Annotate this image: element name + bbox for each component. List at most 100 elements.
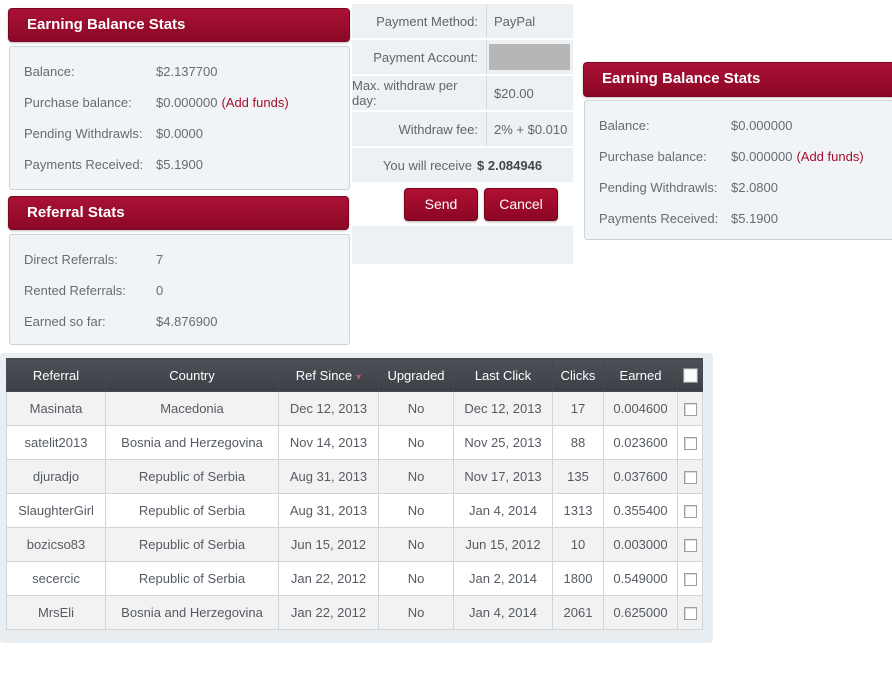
- cell-referral: SlaughterGirl: [6, 493, 106, 528]
- stat-value: $5.1900: [156, 157, 203, 172]
- cancel-button[interactable]: Cancel: [484, 187, 558, 221]
- stat-value: 0: [156, 283, 164, 298]
- column-header-earned[interactable]: Earned: [603, 358, 678, 392]
- row-checkbox[interactable]: [683, 403, 697, 417]
- form-buttons-row: Send Cancel: [352, 184, 573, 224]
- max-withdraw-label: Max. withdraw per day:: [352, 76, 487, 110]
- add-funds-link[interactable]: (Add funds): [221, 95, 289, 110]
- cell-checkbox: [677, 425, 703, 460]
- referral-stats-panel: Direct Referrals: 7 Rented Referrals: 0 …: [9, 234, 350, 345]
- earning-balance-stats-title-left: Earning Balance Stats: [8, 8, 350, 42]
- stat-value: 7: [156, 252, 164, 267]
- max-withdraw-value: $20.00: [494, 85, 534, 101]
- stat-label: Pending Withdrawls:: [599, 180, 718, 195]
- cell-country: Republic of Serbia: [105, 527, 279, 562]
- payment-method-label: Payment Method:: [352, 4, 487, 38]
- row-checkbox[interactable]: [683, 437, 697, 451]
- cell-ref-since: Jan 22, 2012: [278, 561, 379, 596]
- cell-upgraded: No: [378, 459, 454, 494]
- column-header-ref-since[interactable]: Ref Since ▾: [278, 358, 379, 392]
- stat-label: Rented Referrals:: [24, 283, 126, 298]
- cell-clicks: 17: [552, 391, 604, 426]
- row-checkbox[interactable]: [683, 471, 697, 485]
- cell-referral: Masinata: [6, 391, 106, 426]
- cell-referral: MrsEli: [6, 595, 106, 630]
- referral-table-container: Referral Country Ref Since ▾ Upgraded Las…: [0, 353, 713, 643]
- cell-last-click: Jan 4, 2014: [453, 493, 553, 528]
- stat-label: Purchase balance:: [599, 149, 707, 164]
- form-row-withdraw-fee: Withdraw fee: 2% + $0.010: [352, 112, 573, 146]
- table-row: SlaughterGirl Republic of Serbia Aug 31,…: [6, 493, 703, 528]
- cell-country: Bosnia and Herzegovina: [105, 595, 279, 630]
- stat-row: Purchase balance: $0.000000 (Add funds): [585, 141, 892, 172]
- cell-referral: satelit2013: [6, 425, 106, 460]
- cell-last-click: Dec 12, 2013: [453, 391, 553, 426]
- stat-label: Balance:: [599, 118, 650, 133]
- form-footer-strip: [352, 226, 573, 264]
- stat-label: Purchase balance:: [24, 95, 132, 110]
- cell-country: Bosnia and Herzegovina: [105, 425, 279, 460]
- table-row: secercic Republic of Serbia Jan 22, 2012…: [6, 561, 703, 596]
- stat-label: Payments Received:: [24, 157, 144, 172]
- stat-row: Payments Received: $5.1900: [585, 203, 892, 234]
- table-row: MrsEli Bosnia and Herzegovina Jan 22, 20…: [6, 595, 703, 630]
- cell-clicks: 1800: [552, 561, 604, 596]
- select-all-checkbox[interactable]: [682, 368, 698, 384]
- cell-last-click: Jan 2, 2014: [453, 561, 553, 596]
- stat-row: Purchase balance: $0.000000 (Add funds): [10, 87, 349, 118]
- earning-balance-stats-panel-right: Balance: $0.000000 Purchase balance: $0.…: [584, 100, 892, 240]
- payment-account-label: Payment Account:: [352, 40, 487, 74]
- cell-clicks: 1313: [552, 493, 604, 528]
- payment-method-value: PayPal: [494, 13, 536, 29]
- cell-country: Macedonia: [105, 391, 279, 426]
- earning-balance-stats-title-right: Earning Balance Stats: [583, 62, 892, 97]
- add-funds-link[interactable]: (Add funds): [796, 149, 864, 164]
- cell-clicks: 135: [552, 459, 604, 494]
- column-header-referral[interactable]: Referral: [6, 358, 106, 392]
- stat-value: $0.0000: [156, 126, 203, 141]
- stat-value: $0.000000: [731, 118, 793, 133]
- table-row: bozicso83 Republic of Serbia Jun 15, 201…: [6, 527, 703, 562]
- cell-checkbox: [677, 561, 703, 596]
- column-header-last-click[interactable]: Last Click: [453, 358, 553, 392]
- row-checkbox[interactable]: [683, 607, 697, 621]
- send-button[interactable]: Send: [404, 187, 478, 221]
- earning-balance-stats-panel-left: Balance: $2.137700 Purchase balance: $0.…: [9, 46, 350, 190]
- cell-upgraded: No: [378, 527, 454, 562]
- table-row: djuradjo Republic of Serbia Aug 31, 2013…: [6, 459, 703, 494]
- cell-ref-since: Aug 31, 2013: [278, 493, 379, 528]
- cell-checkbox: [677, 391, 703, 426]
- withdraw-form: Payment Method: PayPal Payment Account: …: [352, 4, 573, 264]
- cell-checkbox: [677, 459, 703, 494]
- cell-earned: 0.549000: [603, 561, 678, 596]
- stat-row: Direct Referrals: 7: [10, 244, 349, 275]
- column-header-clicks[interactable]: Clicks: [552, 358, 604, 392]
- stat-row: Payments Received: $5.1900: [10, 149, 349, 180]
- row-checkbox[interactable]: [683, 539, 697, 553]
- form-row-payment-method: Payment Method: PayPal: [352, 4, 573, 38]
- table-row: Masinata Macedonia Dec 12, 2013 No Dec 1…: [6, 391, 703, 426]
- column-header-upgraded[interactable]: Upgraded: [378, 358, 454, 392]
- cell-ref-since: Dec 12, 2013: [278, 391, 379, 426]
- withdraw-fee-value: 2% + $0.010: [494, 121, 568, 137]
- stat-label: Earned so far:: [24, 314, 106, 329]
- cell-earned: 0.625000: [603, 595, 678, 630]
- table-header-row: Referral Country Ref Since ▾ Upgraded Las…: [6, 358, 703, 392]
- cell-checkbox: [677, 595, 703, 630]
- row-checkbox[interactable]: [683, 505, 697, 519]
- stat-row: Rented Referrals: 0: [10, 275, 349, 306]
- receive-amount: $ 2.084946: [477, 157, 543, 173]
- row-checkbox[interactable]: [683, 573, 697, 587]
- referral-table: Referral Country Ref Since ▾ Upgraded Las…: [6, 358, 703, 630]
- column-header-select-all: [677, 358, 703, 392]
- withdraw-fee-label: Withdraw fee:: [352, 112, 487, 146]
- cell-clicks: 2061: [552, 595, 604, 630]
- stat-value: $5.1900: [731, 211, 778, 226]
- cell-last-click: Nov 25, 2013: [453, 425, 553, 460]
- receive-text: You will receive: [382, 157, 473, 173]
- stat-label: Balance:: [24, 64, 75, 79]
- stat-value: $2.0800: [731, 180, 778, 195]
- cell-earned: 0.004600: [603, 391, 678, 426]
- column-header-country[interactable]: Country: [105, 358, 279, 392]
- column-header-ref-since-label: Ref Since: [295, 367, 353, 383]
